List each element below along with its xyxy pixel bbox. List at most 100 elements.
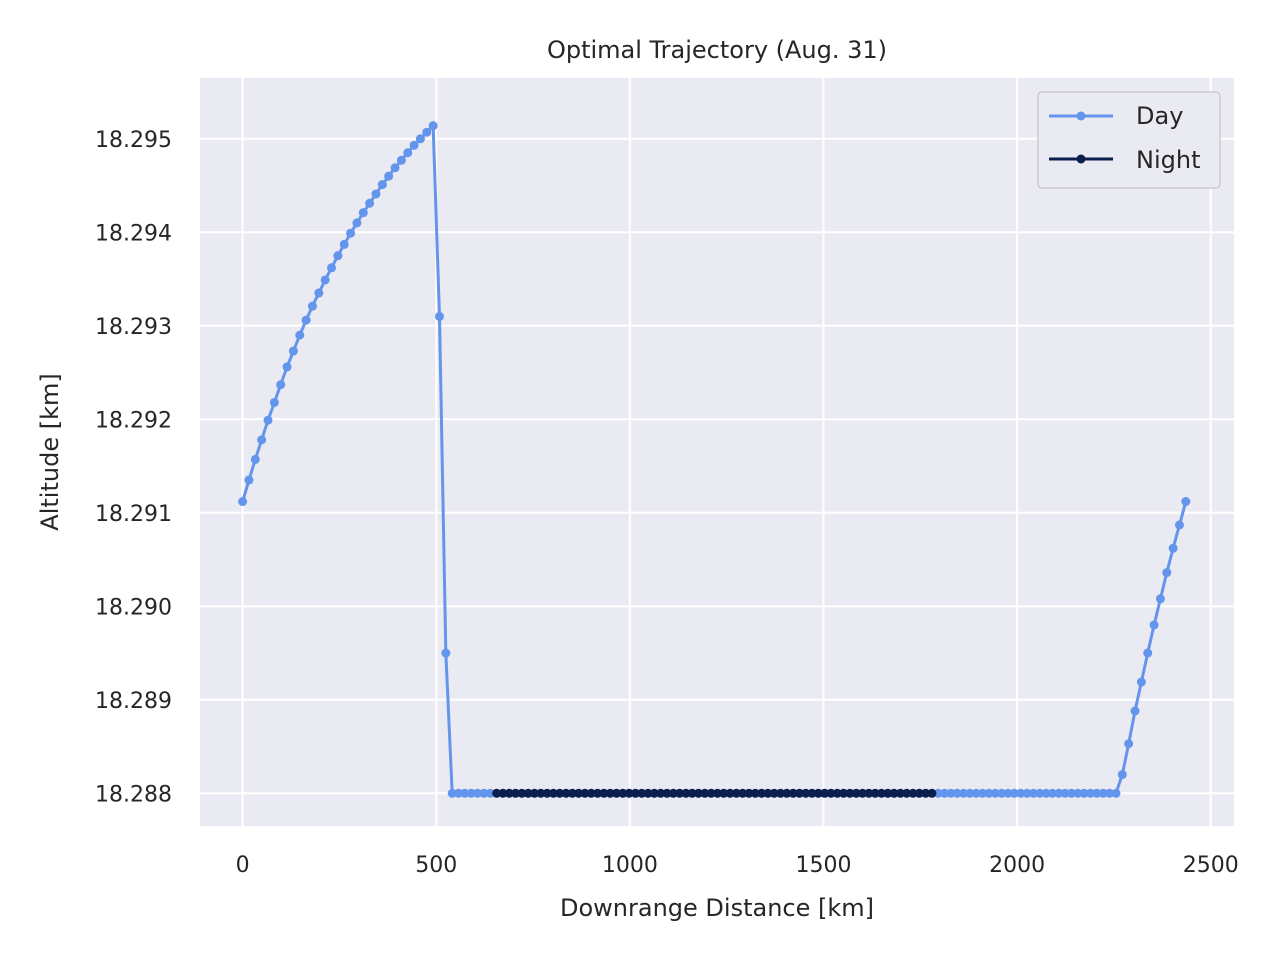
night-point <box>782 788 792 798</box>
night-point <box>883 788 893 798</box>
day-point <box>288 346 298 356</box>
day-point <box>1149 620 1159 630</box>
day-point <box>301 315 311 325</box>
day-point <box>320 275 330 285</box>
night-point <box>511 788 521 798</box>
day-point <box>1181 497 1191 507</box>
night-point <box>889 788 899 798</box>
night-point <box>504 788 514 798</box>
day-point <box>238 497 248 507</box>
day-point <box>333 251 343 261</box>
night-point <box>656 788 666 798</box>
day-point <box>952 788 962 798</box>
y-tick-label: 18.294 <box>95 221 172 246</box>
night-point <box>580 788 590 798</box>
night-point <box>675 788 685 798</box>
day-point <box>1079 788 1089 798</box>
day-point <box>1073 788 1083 798</box>
day-point <box>1047 788 1057 798</box>
night-point <box>662 788 672 798</box>
day-point <box>1067 788 1077 798</box>
day-point <box>339 239 349 249</box>
night-point <box>908 788 918 798</box>
chart-title: Optimal Trajectory (Aug. 31) <box>547 36 887 64</box>
night-point <box>826 788 836 798</box>
night-point <box>914 788 924 798</box>
y-tick-label: 18.295 <box>95 128 172 153</box>
x-tick-label: 1500 <box>795 853 851 878</box>
day-point <box>939 788 949 798</box>
night-point <box>744 788 754 798</box>
day-point <box>1162 568 1172 578</box>
day-point <box>1092 788 1102 798</box>
day-point <box>978 788 988 798</box>
night-point <box>820 788 830 798</box>
day-point <box>441 648 451 658</box>
day-point <box>933 788 943 798</box>
day-point <box>959 788 969 798</box>
night-point <box>876 788 886 798</box>
y-tick-label: 18.290 <box>95 595 172 620</box>
night-point <box>630 788 640 798</box>
night-point <box>813 788 823 798</box>
y-tick-label: 18.293 <box>95 315 172 340</box>
day-point <box>276 380 286 390</box>
night-point <box>586 788 596 798</box>
night-point <box>694 788 704 798</box>
day-point <box>307 301 317 311</box>
day-point <box>1111 788 1121 798</box>
day-point <box>314 288 324 298</box>
night-point <box>750 788 760 798</box>
night-point <box>681 788 691 798</box>
day-point <box>1086 788 1096 798</box>
day-point <box>479 788 489 798</box>
night-point <box>794 788 804 798</box>
day-point <box>346 228 356 238</box>
day-point <box>1035 788 1045 798</box>
night-point <box>668 788 678 798</box>
day-point <box>415 134 425 144</box>
day-point <box>358 208 368 218</box>
night-point <box>763 788 773 798</box>
x-tick-label: 0 <box>236 853 250 878</box>
x-axis-label: Downrange Distance [km] <box>560 894 874 922</box>
day-point <box>1009 788 1019 798</box>
x-tick-label: 2500 <box>1183 853 1239 878</box>
day-point <box>396 155 406 165</box>
night-point <box>851 788 861 798</box>
night-point <box>561 788 571 798</box>
night-point <box>719 788 729 798</box>
day-point <box>1136 677 1146 687</box>
night-point <box>757 788 767 798</box>
y-tick-label: 18.291 <box>95 502 172 527</box>
day-point <box>473 788 483 798</box>
night-point <box>927 788 937 798</box>
day-series-line <box>241 124 491 795</box>
day-point <box>428 121 438 131</box>
night-point <box>599 788 609 798</box>
day-point <box>409 140 419 150</box>
day-point <box>295 330 305 340</box>
night-point <box>567 788 577 798</box>
night-point <box>776 788 786 798</box>
day-point <box>1016 788 1026 798</box>
day-point <box>1041 788 1051 798</box>
day-point <box>965 788 975 798</box>
day-point <box>1155 594 1165 604</box>
day-point <box>352 218 362 228</box>
day-point <box>263 415 273 425</box>
legend: Day Night <box>1037 91 1221 189</box>
night-point <box>864 788 874 798</box>
day-point <box>244 475 254 485</box>
night-point <box>555 788 565 798</box>
day-point <box>946 788 956 798</box>
night-point <box>492 788 502 798</box>
day-point <box>1060 788 1070 798</box>
day-point <box>1105 788 1115 798</box>
night-point <box>637 788 647 798</box>
legend-night-label: Night <box>1136 146 1200 174</box>
night-point <box>700 788 710 798</box>
day-point <box>403 148 413 158</box>
night-point <box>902 788 912 798</box>
